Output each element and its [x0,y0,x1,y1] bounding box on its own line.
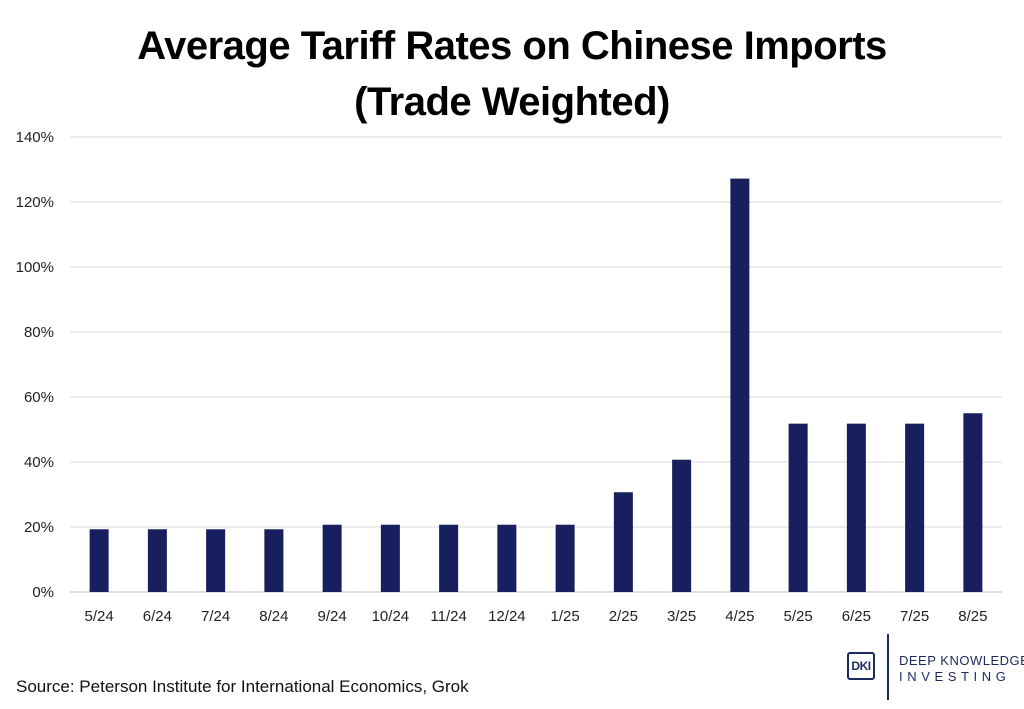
x-tick-label: 1/25 [551,608,580,625]
bar-12-24 [497,524,517,592]
bar-1-25 [555,524,575,592]
bars [89,178,983,592]
x-axis-ticks: 5/24 6/24 7/24 8/24 9/24 10/24 11/24 12/24 1/25 2… [85,608,988,625]
x-tick-label: 12/24 [488,608,526,625]
bar-9-24 [322,524,342,592]
y-tick-label: 140% [16,129,54,146]
x-tick-label: 6/24 [143,608,172,625]
dki-logo-mark: DKI [847,652,875,680]
y-tick-label: 0% [32,584,54,601]
chart-title-line-1: Average Tariff Rates on Chinese Imports [137,24,887,68]
logo-text-line-1: DEEP KNOWLEDGE [899,653,1024,668]
bar-3-25 [672,459,692,592]
x-tick-label: 8/25 [958,608,987,625]
x-tick-label: 4/25 [725,608,754,625]
x-tick-label: 2/25 [609,608,638,625]
source-note: Source: Peterson Institute for Internati… [16,677,469,696]
y-tick-label: 60% [24,389,54,406]
bar-2-25 [613,492,633,592]
chart-title-line-2: (Trade Weighted) [354,80,670,124]
y-tick-label: 20% [24,519,54,536]
bar-6-24 [147,529,167,592]
x-tick-label: 6/25 [842,608,871,625]
bar-8-25 [963,413,983,592]
chart-title: Average Tariff Rates on Chinese Imports … [0,18,1024,130]
y-tick-label: 40% [24,454,54,471]
x-tick-label: 10/24 [372,608,410,625]
y-axis-ticks: 0% 20% 40% 60% 80% 100% 120% 140% [16,129,54,601]
x-tick-label: 8/24 [259,608,288,625]
logo-text-line-2: INVESTING [899,669,1011,684]
x-tick-label: 11/24 [430,608,466,625]
y-tick-label: 120% [16,194,54,211]
x-tick-label: 3/25 [667,608,696,625]
bar-4-25 [730,178,750,592]
dki-logo: DKI DEEP KNOWLEDGE INVESTING [847,634,1024,700]
y-tick-label: 100% [16,259,54,276]
bar-6-25 [846,423,866,592]
bar-11-24 [439,524,459,592]
gridlines [70,136,1002,593]
logo-divider [887,634,889,700]
bar-10-24 [380,524,400,592]
x-tick-label: 5/25 [784,608,813,625]
bar-5-25 [788,423,808,592]
x-tick-label: 7/24 [201,608,230,625]
x-tick-label: 5/24 [85,608,114,625]
y-tick-label: 80% [24,324,54,341]
bar-7-25 [905,423,925,592]
bar-7-24 [206,529,226,592]
x-tick-label: 9/24 [318,608,347,625]
x-tick-label: 7/25 [900,608,929,625]
bar-5-24 [89,529,109,592]
bar-8-24 [264,529,284,592]
